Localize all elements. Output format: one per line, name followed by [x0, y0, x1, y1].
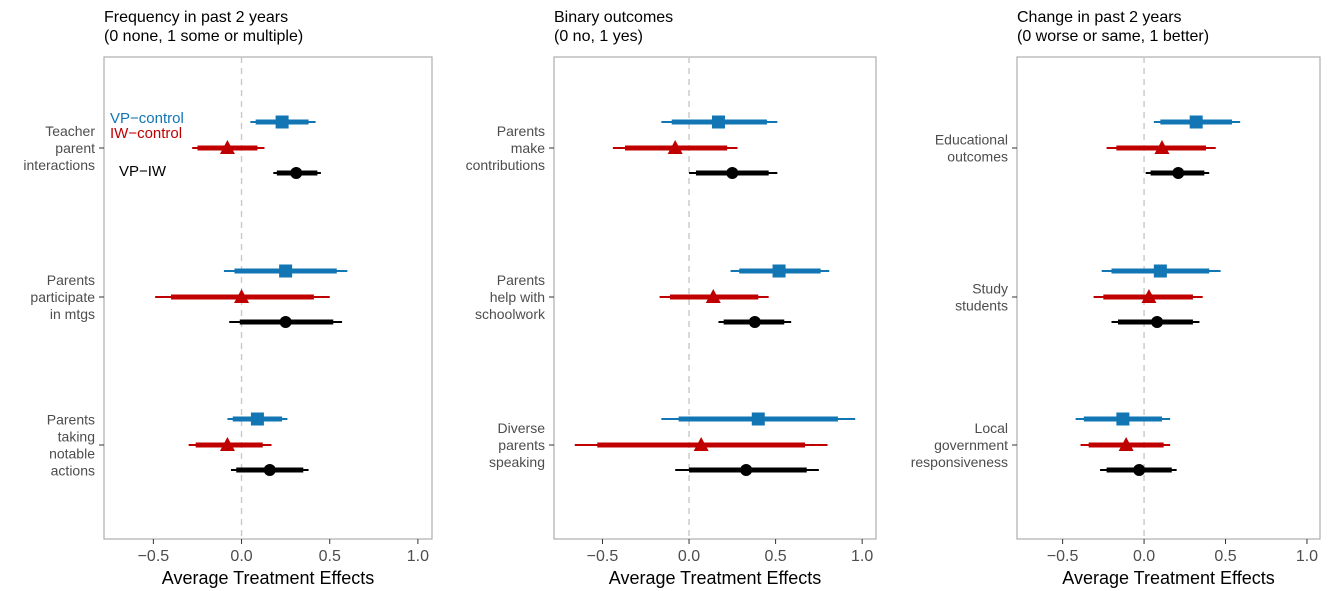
y-category-label: help with: [490, 289, 545, 305]
y-category-label: Parents: [47, 272, 95, 288]
point-estimate-square: [250, 412, 264, 426]
y-category-label: contributions: [466, 157, 545, 173]
y-category-label: Diverse: [498, 420, 546, 436]
y-category-label: Parents: [47, 412, 95, 428]
x-tick-label: −0.5: [587, 548, 619, 565]
point-estimate-triangle: [667, 140, 683, 154]
y-category-label: speaking: [489, 454, 545, 470]
panel-3: Change in past 2 years (0 worse or same, …: [911, 9, 1321, 588]
point-estimate-circle: [726, 167, 739, 179]
point-estimate-triangle: [693, 437, 709, 451]
point-estimate-square: [1116, 412, 1130, 426]
x-axis-title: Average Treatment Effects: [609, 568, 821, 588]
y-category-label: taking: [58, 429, 95, 445]
point-estimate-circle: [740, 464, 753, 476]
panel-title-line: Change in past 2 years: [1017, 9, 1182, 26]
point-estimate-triangle: [219, 140, 235, 154]
y-category-label: Parents: [497, 123, 545, 139]
point-estimate-square: [275, 115, 289, 129]
y-category-label: parents: [498, 437, 545, 453]
point-estimate-circle: [263, 464, 276, 476]
point-estimate-triangle: [705, 289, 721, 303]
y-category-label: schoolwork: [475, 306, 546, 322]
y-category-label: Educational: [935, 132, 1008, 148]
point-estimate-circle: [290, 167, 303, 179]
y-category-label: actions: [51, 463, 95, 479]
point-estimate-circle: [1172, 167, 1185, 179]
panel-title-line: Frequency in past 2 years: [104, 9, 288, 26]
panel-1: Frequency in past 2 years (0 none, 1 some…: [23, 9, 433, 588]
x-tick-label: 0.0: [230, 548, 252, 565]
point-estimate-triangle: [1154, 140, 1170, 154]
plot-frame: [103, 56, 433, 540]
point-estimate-triangle: [219, 437, 235, 451]
x-tick-label: 1.0: [851, 548, 873, 565]
y-category-label: outcomes: [947, 149, 1008, 165]
y-category-label: parent: [55, 140, 95, 156]
panel-title-line: (0 no, 1 yes): [554, 28, 643, 45]
x-tick-label: −0.5: [1047, 548, 1079, 565]
point-estimate-square: [1189, 115, 1203, 129]
point-estimate-square: [751, 412, 765, 426]
point-estimate-square: [711, 115, 725, 129]
point-estimate-circle: [1151, 316, 1164, 328]
x-tick-label: 0.5: [319, 548, 341, 565]
x-tick-label: 0.5: [764, 548, 786, 565]
x-tick-label: 1.0: [1296, 548, 1318, 565]
y-category-label: Study: [972, 281, 1008, 297]
y-category-label: interactions: [23, 157, 95, 173]
panel-2: Binary outcomes (0 no, 1 yes) −0.5 0.0 0.5 1.…: [466, 9, 877, 588]
point-estimate-triangle: [1141, 289, 1157, 303]
point-estimate-triangle: [1118, 437, 1134, 451]
plot-frame: [553, 56, 877, 540]
y-category-label: students: [955, 298, 1008, 314]
y-category-label: Local: [975, 420, 1008, 436]
point-estimate-circle: [1133, 464, 1146, 476]
x-tick-label: 1.0: [407, 548, 429, 565]
y-category-label: participate: [30, 289, 95, 305]
point-estimate-triangle: [234, 289, 250, 303]
point-estimate-square: [1153, 264, 1167, 278]
panel-title-line: Binary outcomes: [554, 9, 673, 26]
x-axis-title: Average Treatment Effects: [1062, 568, 1274, 588]
y-category-label: responsiveness: [911, 454, 1008, 470]
legend-entry: VP−IW: [119, 163, 167, 180]
legend-entry: VP−control: [110, 110, 184, 127]
point-estimate-circle: [748, 316, 761, 328]
point-estimate-circle: [279, 316, 292, 328]
x-axis-title: Average Treatment Effects: [162, 568, 374, 588]
x-tick-label: 0.0: [678, 548, 700, 565]
y-category-label: in mtgs: [50, 306, 95, 322]
x-tick-label: −0.5: [138, 548, 170, 565]
plot-frame: [1016, 56, 1321, 540]
y-category-label: Teacher: [45, 123, 95, 139]
panel-title-line: (0 none, 1 some or multiple): [104, 28, 303, 45]
y-category-label: Parents: [497, 272, 545, 288]
y-category-label: government: [934, 437, 1008, 453]
legend-entry: IW−control: [110, 125, 182, 142]
point-estimate-square: [279, 264, 293, 278]
y-category-label: notable: [49, 446, 95, 462]
x-tick-label: 0.0: [1133, 548, 1155, 565]
panel-title-line: (0 worse or same, 1 better): [1017, 28, 1209, 45]
x-tick-label: 0.5: [1214, 548, 1236, 565]
y-category-label: make: [511, 140, 545, 156]
point-estimate-square: [772, 264, 786, 278]
